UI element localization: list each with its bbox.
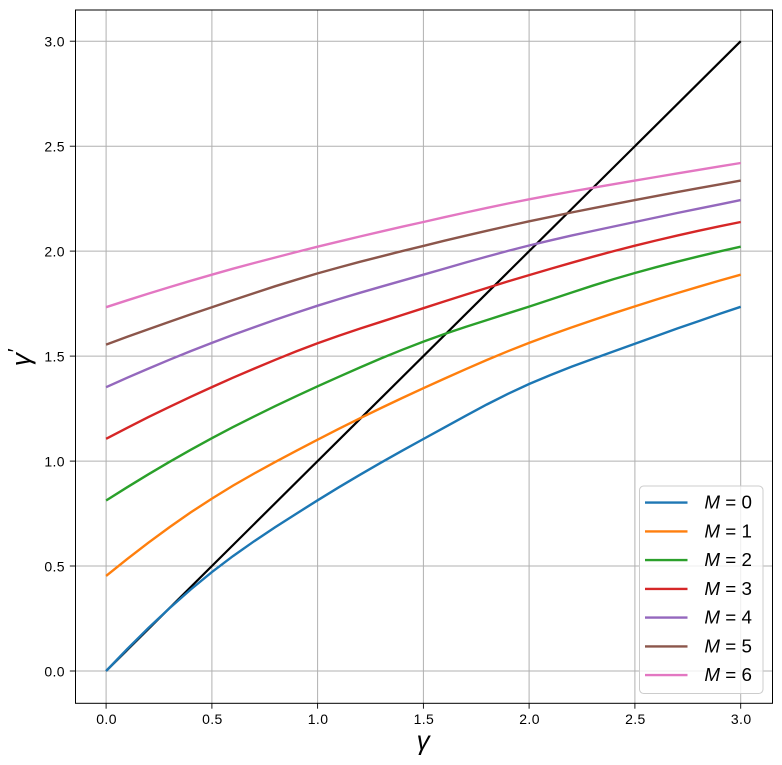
- svg-text:1.0: 1.0: [44, 453, 65, 469]
- svg-text:M = 1: M = 1: [704, 521, 752, 542]
- svg-text:M = 2: M = 2: [704, 549, 752, 570]
- svg-text:1.5: 1.5: [44, 348, 65, 364]
- svg-text:M = 6: M = 6: [704, 664, 752, 685]
- svg-text:M = 4: M = 4: [704, 607, 752, 628]
- svg-text:γ: γ: [417, 726, 432, 756]
- svg-text:2.0: 2.0: [519, 711, 540, 727]
- svg-text:M = 3: M = 3: [704, 578, 752, 599]
- svg-text:2.5: 2.5: [44, 139, 65, 155]
- svg-text:M = 5: M = 5: [704, 636, 752, 657]
- svg-text:0.5: 0.5: [202, 711, 223, 727]
- svg-text:2.5: 2.5: [625, 711, 646, 727]
- svg-text:2.0: 2.0: [44, 243, 65, 259]
- svg-text:0.5: 0.5: [44, 558, 65, 574]
- svg-text:0.0: 0.0: [96, 711, 117, 727]
- svg-text:1.5: 1.5: [414, 711, 435, 727]
- svg-text:3.0: 3.0: [731, 711, 752, 727]
- svg-text:3.0: 3.0: [44, 34, 65, 50]
- svg-text:0.0: 0.0: [44, 663, 65, 679]
- svg-text:M = 0: M = 0: [704, 492, 752, 513]
- svg-text:1.0: 1.0: [308, 711, 329, 727]
